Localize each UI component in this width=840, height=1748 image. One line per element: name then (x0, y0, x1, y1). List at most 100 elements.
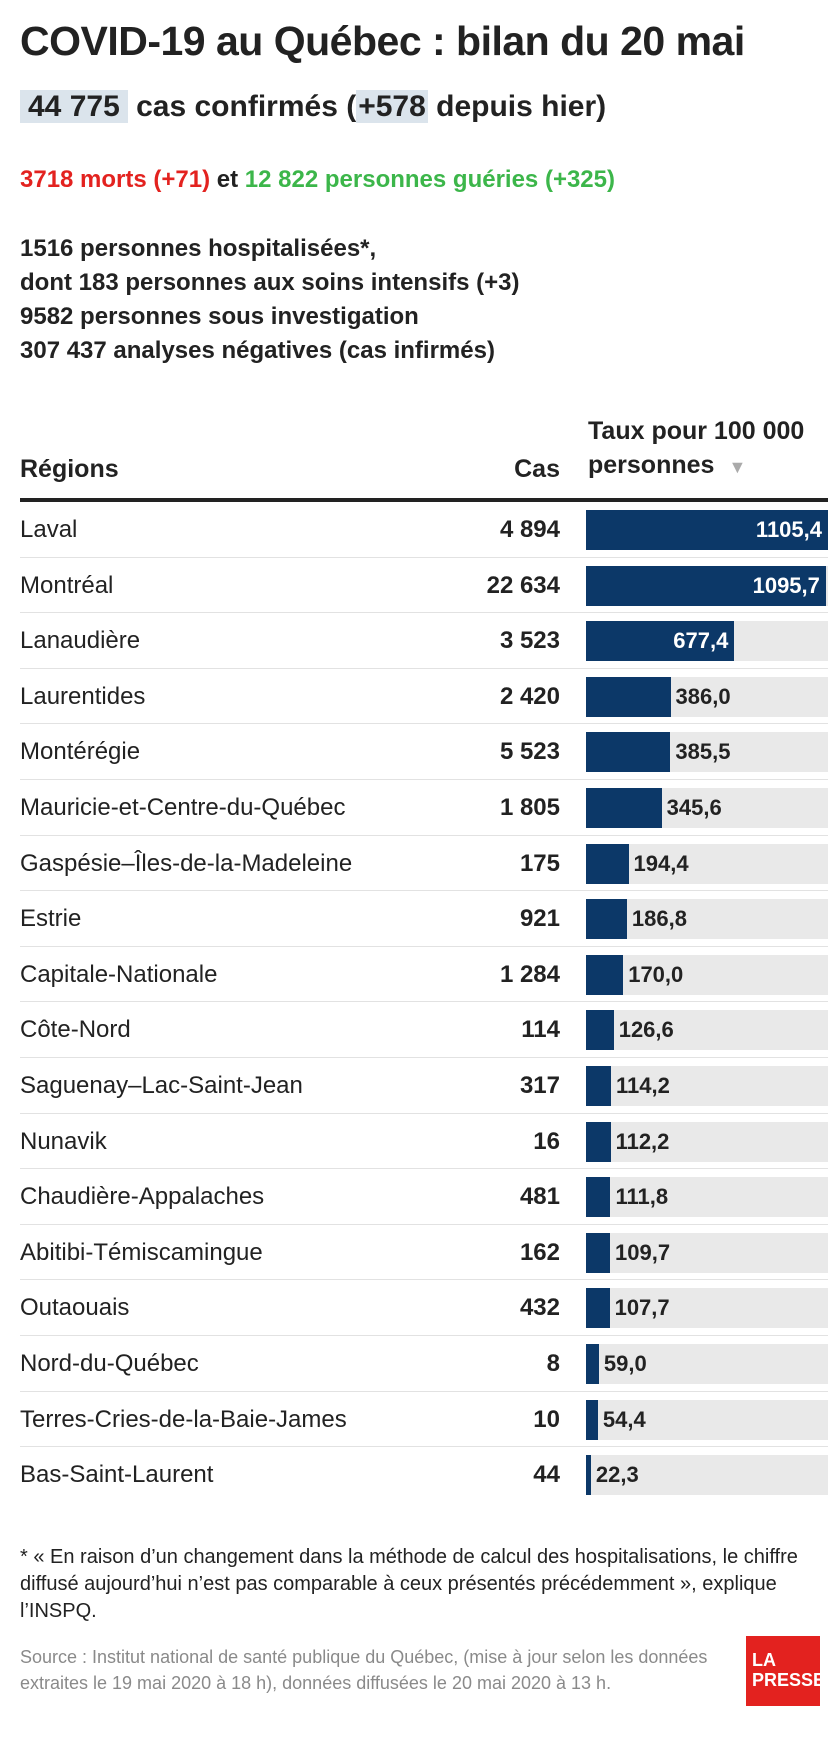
la-presse-logo[interactable]: LA PRESSE (746, 1636, 826, 1706)
table-row: Lanaudière 3 523 677,4 (20, 613, 828, 669)
rate-bar (586, 565, 826, 606)
case-count: 8 (546, 1349, 560, 1377)
recovered-count: 12 822 personnes guéries (+325) (244, 166, 615, 193)
rate-bar-track: 386,0 (586, 676, 828, 717)
region-name: Bas-Saint-Laurent (20, 1461, 214, 1489)
confirmed-count: 44 775 (20, 90, 128, 123)
region-name: Nunavik (20, 1127, 107, 1155)
rate-bar (586, 1399, 598, 1440)
rate-bar-track: 1095,7 (586, 565, 828, 606)
rate-label: 386,0 (675, 683, 731, 709)
table-row: Laurentides 2 420 386,0 (20, 669, 828, 725)
rate-bar (586, 899, 627, 940)
rate-bar-track: 186,8 (586, 899, 828, 940)
stat-intensive-care: dont 183 personnes aux soins intensifs (… (20, 269, 520, 296)
table-row: Estrie 921 186,8 (20, 891, 828, 947)
case-count: 22 634 (486, 571, 560, 599)
region-name: Montérégie (20, 738, 141, 766)
rate-bar (586, 510, 828, 550)
logo-line-2: PRESSE (752, 1670, 826, 1690)
rate-bar (586, 1065, 611, 1106)
case-count: 10 (533, 1405, 560, 1433)
rate-bar (586, 621, 735, 662)
table-row: Gaspésie–Îles-de-la-Madeleine 175 194,4 (20, 836, 828, 892)
table-row: Laval 4 894 1105,4 (20, 502, 828, 558)
region-name: Gaspésie–Îles-de-la-Madeleine (20, 849, 353, 877)
rate-label: 112,2 (615, 1128, 670, 1154)
column-header-rate[interactable]: Taux pour 100 000 personnes ▼ (588, 414, 838, 484)
case-count: 44 (533, 1461, 560, 1489)
region-name: Lanaudière (20, 627, 141, 655)
rate-bar-track: 1105,4 (586, 510, 828, 550)
rate-bar-track: 126,6 (586, 1010, 828, 1051)
rate-bar-track: 677,4 (586, 621, 828, 662)
region-name: Chaudière-Appalaches (20, 1183, 265, 1211)
case-count: 1 284 (499, 960, 560, 988)
table-row: Nunavik 16 112,2 (20, 1114, 828, 1170)
region-name: Nord-du-Québec (20, 1349, 199, 1377)
rate-label: 54,4 (602, 1406, 646, 1432)
table-row: Montréal 22 634 1095,7 (20, 558, 828, 614)
rate-bar-track: 107,7 (586, 1288, 828, 1329)
header-divider (20, 498, 828, 502)
region-name: Terres-Cries-de-la-Baie-James (20, 1405, 347, 1433)
rate-bar-track: 194,4 (586, 843, 828, 884)
case-count: 1 805 (499, 793, 560, 821)
confirmed-delta: +578 (356, 90, 428, 123)
rate-label: 22,3 (595, 1462, 639, 1488)
rate-label: 107,7 (614, 1295, 670, 1321)
summary-stats: 1516 personnes hospitalisées*, dont 183 … (20, 232, 519, 368)
rate-bar (586, 1232, 611, 1273)
rate-bar-track: 385,5 (586, 732, 828, 773)
rate-bar-track: 54,4 (586, 1399, 828, 1440)
rate-bar-track: 109,7 (586, 1232, 828, 1273)
stat-hospitalized: 1516 personnes hospitalisées*, (20, 235, 377, 262)
column-header-rate-label: Taux pour 100 000 personnes (588, 417, 805, 479)
rate-bar (586, 843, 629, 884)
column-header-cases[interactable]: Cas (514, 455, 560, 483)
case-count: 5 523 (499, 738, 560, 766)
region-name: Mauricie-et-Centre-du-Québec (20, 793, 346, 821)
table-row: Chaudière-Appalaches 481 111,8 (20, 1169, 828, 1225)
rate-bar-track: 111,8 (586, 1177, 828, 1218)
case-count: 16 (533, 1127, 560, 1155)
rate-bar (586, 1121, 611, 1162)
table-row: Capitale-Nationale 1 284 170,0 (20, 947, 828, 1003)
column-header-region[interactable]: Régions (20, 455, 119, 483)
rate-bar (586, 954, 624, 995)
case-count: 481 (519, 1183, 560, 1211)
footnote: * « En raison d’un changement dans la mé… (20, 1546, 798, 1622)
case-count: 317 (519, 1071, 560, 1099)
rate-label: 59,0 (603, 1350, 647, 1376)
confirmed-cases-line: 44 775 cas confirmés (+578 depuis hier) (20, 90, 606, 124)
case-count: 2 420 (499, 682, 560, 710)
rate-label: 170,0 (628, 961, 684, 987)
case-count: 175 (519, 849, 560, 877)
rate-label: 114,2 (616, 1072, 670, 1098)
triangle-down-icon[interactable]: ▼ (728, 457, 747, 477)
table-row: Terres-Cries-de-la-Baie-James 10 54,4 (20, 1392, 828, 1448)
case-count: 921 (519, 905, 560, 933)
rate-bar (586, 732, 671, 773)
region-name: Laurentides (20, 682, 146, 710)
table-body: Laval 4 894 1105,4 Montréal 22 634 1095,7 Lana… (20, 502, 828, 1503)
rate-bar (586, 1177, 611, 1218)
deaths-joiner: et (216, 166, 239, 193)
case-count: 162 (519, 1238, 560, 1266)
region-name: Montréal (20, 571, 114, 599)
region-name: Capitale-Nationale (20, 960, 218, 988)
rate-label: 126,6 (618, 1017, 674, 1043)
table-row: Montérégie 5 523 385,5 (20, 724, 828, 780)
table-header: Régions Cas Taux pour 100 000 personnes ▼ (20, 416, 828, 502)
stat-negative-tests: 307 437 analyses négatives (cas infirmés… (20, 337, 495, 364)
table-row: Outaouais 432 107,7 (20, 1280, 828, 1336)
case-count: 3 523 (499, 627, 560, 655)
region-name: Laval (20, 516, 78, 543)
stat-investigation: 9582 personnes sous investigation (20, 303, 419, 330)
table-row: Abitibi-Témiscamingue 162 109,7 (20, 1225, 828, 1281)
rate-label: 1095,7 (752, 572, 820, 598)
confirmed-text: cas confirmés ( (136, 90, 357, 123)
rate-label: 1105,4 (755, 517, 822, 542)
table-row: Saguenay–Lac-Saint-Jean 317 114,2 (20, 1058, 828, 1114)
